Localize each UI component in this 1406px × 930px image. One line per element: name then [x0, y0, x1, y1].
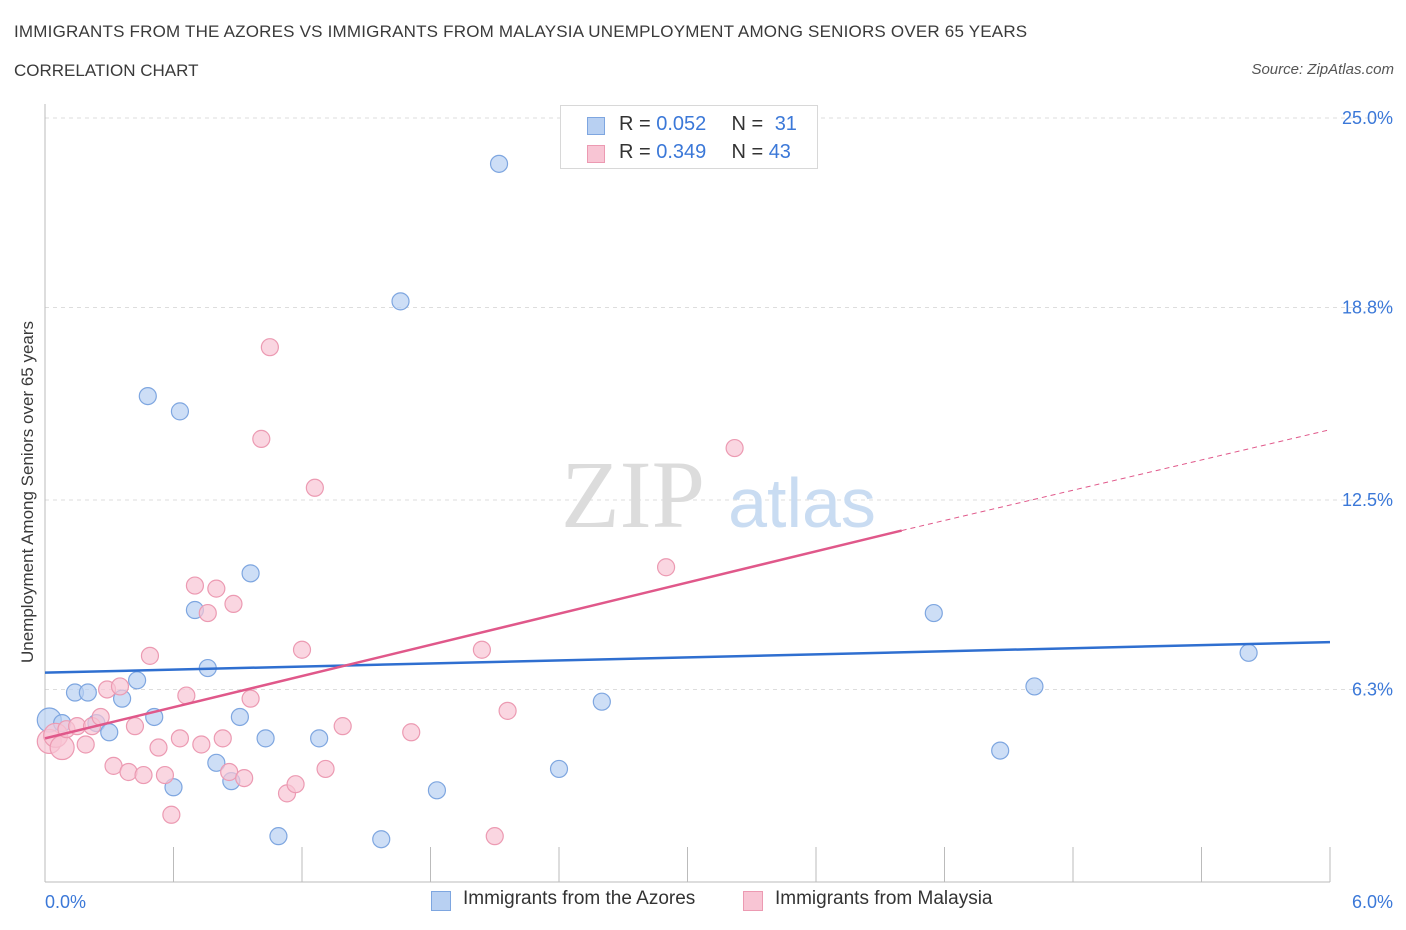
- azores-point: [549, 759, 569, 779]
- malaysia-point: [155, 765, 175, 785]
- y-tick-label: 25.0%: [1342, 108, 1393, 128]
- legend-azores-swatch: [431, 891, 451, 911]
- malaysia-point: [235, 768, 254, 788]
- malaysia-point: [292, 640, 312, 659]
- malaysia-n-label: N =: [731, 141, 769, 163]
- x-tick-label-max: 6.0%: [1352, 892, 1393, 912]
- malaysia-point: [333, 717, 352, 736]
- malaysia-point: [224, 594, 243, 614]
- grid-layer: [45, 117, 1390, 690]
- malaysia-point: [192, 735, 211, 754]
- azores-point: [1239, 643, 1258, 662]
- malaysia-point: [260, 338, 279, 357]
- malaysia-point: [485, 827, 504, 846]
- malaysia-point: [316, 759, 335, 779]
- stats-legend: R = 0.052 N = 31 R = 0.349 N = 43: [560, 105, 818, 169]
- malaysia-point: [656, 558, 676, 577]
- malaysia-trend-extension: [901, 429, 1331, 532]
- y-axis-label: Unemployment Among Seniors over 65 years: [18, 320, 37, 664]
- chart-title: IMMIGRANTS FROM THE AZORES VS IMMIGRANTS…: [14, 22, 1028, 41]
- malaysia-point: [725, 438, 744, 458]
- malaysia-point: [286, 775, 305, 794]
- legend-azores-label: Immigrants from the Azores: [463, 888, 696, 909]
- watermark-atlas: atlas: [728, 464, 876, 542]
- y-tick-label: 12.5%: [1342, 490, 1393, 510]
- malaysia-point: [241, 689, 260, 708]
- malaysia-n-value: 43: [768, 141, 791, 163]
- malaysia-point: [149, 738, 168, 757]
- tick-label-layer: 6.3% 12.5% 18.8% 25.0% 0.0% 6.0%: [45, 108, 1393, 912]
- source-label: Source: ZipAtlas.com: [1251, 61, 1394, 78]
- azores-point: [592, 692, 611, 711]
- chart-subtitle: CORRELATION CHART: [14, 61, 199, 80]
- malaysia-swatch: [587, 145, 605, 163]
- azores-point: [127, 671, 147, 690]
- azores-point: [138, 386, 157, 406]
- azores-n-value: 31: [774, 113, 797, 135]
- malaysia-point: [402, 723, 421, 742]
- azores-point: [427, 781, 447, 800]
- azores-n-label: N =: [731, 113, 769, 135]
- azores-point: [1025, 677, 1044, 696]
- azores-point: [207, 753, 226, 772]
- azores-point: [924, 603, 943, 623]
- azores-point: [170, 402, 190, 421]
- malaysia-point: [198, 603, 217, 623]
- malaysia-point: [305, 478, 324, 497]
- malaysia-point: [162, 805, 181, 824]
- azores-point: [991, 741, 1010, 760]
- malaysia-trend-line: [44, 529, 902, 740]
- malaysia-r-label: R =: [619, 141, 657, 163]
- x-tick-label-min: 0.0%: [45, 892, 86, 912]
- azores-r-value: 0.052: [656, 113, 707, 135]
- legend-malaysia-swatch: [743, 891, 763, 911]
- malaysia-point: [498, 701, 517, 720]
- malaysia-point: [134, 765, 153, 785]
- azores-trend-line: [44, 640, 1331, 674]
- malaysia-point: [170, 729, 190, 748]
- azores-point: [100, 723, 119, 742]
- malaysia-point: [252, 429, 271, 448]
- malaysia-r-value: 0.349: [656, 141, 707, 163]
- azores-point: [230, 707, 249, 727]
- points-layer: [36, 154, 1258, 849]
- legend-malaysia-label: Immigrants from Malaysia: [775, 888, 993, 909]
- azores-point: [489, 154, 509, 173]
- malaysia-point: [76, 735, 95, 754]
- malaysia-point: [110, 677, 130, 696]
- malaysia-point: [140, 646, 160, 665]
- y-tick-label: 18.8%: [1342, 297, 1393, 317]
- azores-point: [78, 683, 97, 702]
- watermark-zip: ZIP: [561, 441, 705, 548]
- azores-point: [256, 729, 275, 748]
- azores-point: [391, 292, 410, 311]
- azores-r-label: R =: [619, 113, 657, 135]
- azores-point: [241, 564, 260, 583]
- malaysia-point: [119, 762, 138, 782]
- azores-point: [310, 729, 329, 748]
- azores-swatch: [587, 117, 605, 135]
- y-tick-label: 6.3%: [1352, 679, 1393, 699]
- malaysia-point: [185, 576, 205, 595]
- watermark: ZIP atlas: [561, 441, 876, 548]
- trend-layer: [44, 429, 1331, 740]
- malaysia-point: [125, 717, 145, 736]
- azores-point: [372, 830, 391, 849]
- malaysia-point: [472, 640, 491, 659]
- malaysia-point: [213, 729, 232, 748]
- malaysia-point: [207, 579, 226, 598]
- malaysia-point: [49, 734, 75, 761]
- azores-point: [269, 827, 288, 846]
